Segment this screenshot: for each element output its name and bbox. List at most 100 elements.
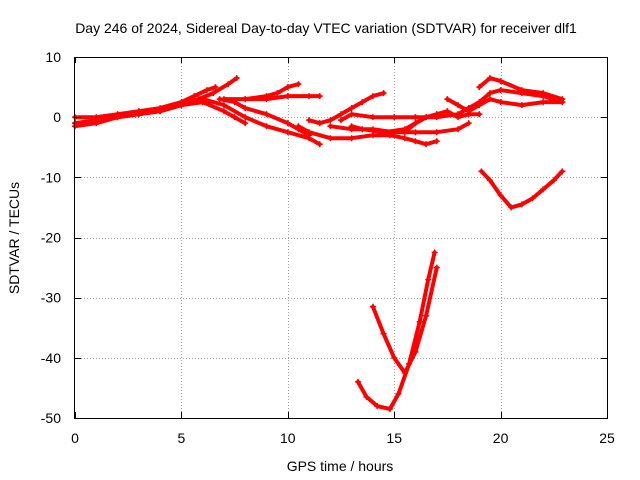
data-point [359, 126, 366, 133]
data-point [386, 405, 393, 412]
data-point [220, 96, 227, 103]
data-point [444, 96, 451, 103]
series-line [73, 100, 248, 126]
data-point [284, 84, 291, 91]
data-point [284, 120, 291, 127]
data-point [242, 120, 249, 127]
y-tick-label: -20 [41, 230, 61, 246]
data-point [401, 135, 408, 142]
series-track-4 [72, 99, 249, 127]
data-point [380, 330, 387, 337]
data-point [486, 90, 493, 97]
data-point [327, 117, 334, 124]
data-point [284, 93, 291, 100]
x-axis-label: GPS time / hours [287, 458, 394, 474]
series-track-7 [242, 93, 323, 103]
data-point [465, 105, 472, 112]
data-point [455, 102, 462, 109]
data-point [316, 141, 323, 148]
data-point [508, 204, 515, 211]
data-point [391, 114, 398, 121]
data-point [93, 117, 100, 124]
data-point [518, 201, 525, 208]
data-point [369, 93, 376, 100]
x-tick-label: 20 [493, 430, 509, 446]
data-point [274, 90, 281, 97]
data-point [178, 102, 185, 109]
data-point [199, 99, 206, 106]
data-point [476, 111, 483, 118]
data-point [433, 264, 440, 271]
data-point [348, 123, 355, 130]
data-point [497, 192, 504, 199]
data-point [497, 99, 504, 106]
y-axis-label: SDTVAR / TECUs [6, 182, 22, 294]
data-point [559, 168, 566, 175]
data-point [425, 276, 432, 283]
data-point [316, 93, 323, 100]
data-point [306, 129, 313, 136]
data-point [423, 141, 430, 148]
data-point [242, 96, 249, 103]
data-point [540, 99, 547, 106]
data-point [465, 120, 472, 127]
data-point [486, 96, 493, 103]
data-point [242, 105, 249, 112]
data-point [391, 354, 398, 361]
data-point [431, 249, 438, 256]
x-tick-labels: 0 5 10 15 20 25 [71, 430, 615, 446]
data-point [369, 132, 376, 139]
x-tick-label: 25 [599, 430, 615, 446]
data-point [295, 81, 302, 88]
data-point [559, 99, 566, 106]
data-point [191, 93, 198, 100]
data-point [263, 96, 270, 103]
data-series [72, 75, 566, 412]
data-point [529, 195, 536, 202]
series-track-8 [295, 123, 440, 148]
data-point [359, 99, 366, 106]
data-point [348, 111, 355, 118]
data-point [233, 75, 240, 82]
data-point [306, 93, 313, 100]
data-point [455, 114, 462, 121]
data-point [497, 87, 504, 94]
data-point [540, 186, 547, 193]
data-point [433, 129, 440, 136]
data-point [369, 114, 376, 121]
chart-title: Day 246 of 2024, Sidereal Day-to-day VTE… [75, 20, 577, 36]
series-track-9 [306, 90, 387, 127]
data-point [412, 138, 419, 145]
data-point [518, 102, 525, 109]
data-point [486, 177, 493, 184]
data-point [374, 402, 381, 409]
data-point [423, 312, 430, 319]
data-point [338, 117, 344, 124]
y-tick-label: 0 [53, 109, 61, 125]
data-point [550, 177, 557, 184]
data-point [348, 135, 355, 142]
data-point [363, 393, 370, 400]
x-tick-label: 10 [280, 430, 296, 446]
data-point [306, 117, 313, 124]
series-track-19 [355, 249, 438, 412]
data-point [338, 111, 344, 118]
plot-border [74, 57, 608, 419]
x-tick-label: 15 [386, 430, 402, 446]
data-point [263, 123, 270, 130]
data-point [540, 93, 547, 100]
data-point [203, 87, 210, 94]
data-point [476, 99, 483, 106]
data-point [518, 90, 525, 97]
data-point [327, 123, 334, 130]
series-track-17 [478, 168, 566, 211]
x-tick-label: 5 [178, 430, 186, 446]
data-point [412, 129, 419, 136]
series-line [477, 76, 565, 102]
data-point [220, 108, 227, 115]
ticks [75, 57, 608, 419]
data-point [497, 78, 504, 85]
data-point [231, 114, 238, 121]
